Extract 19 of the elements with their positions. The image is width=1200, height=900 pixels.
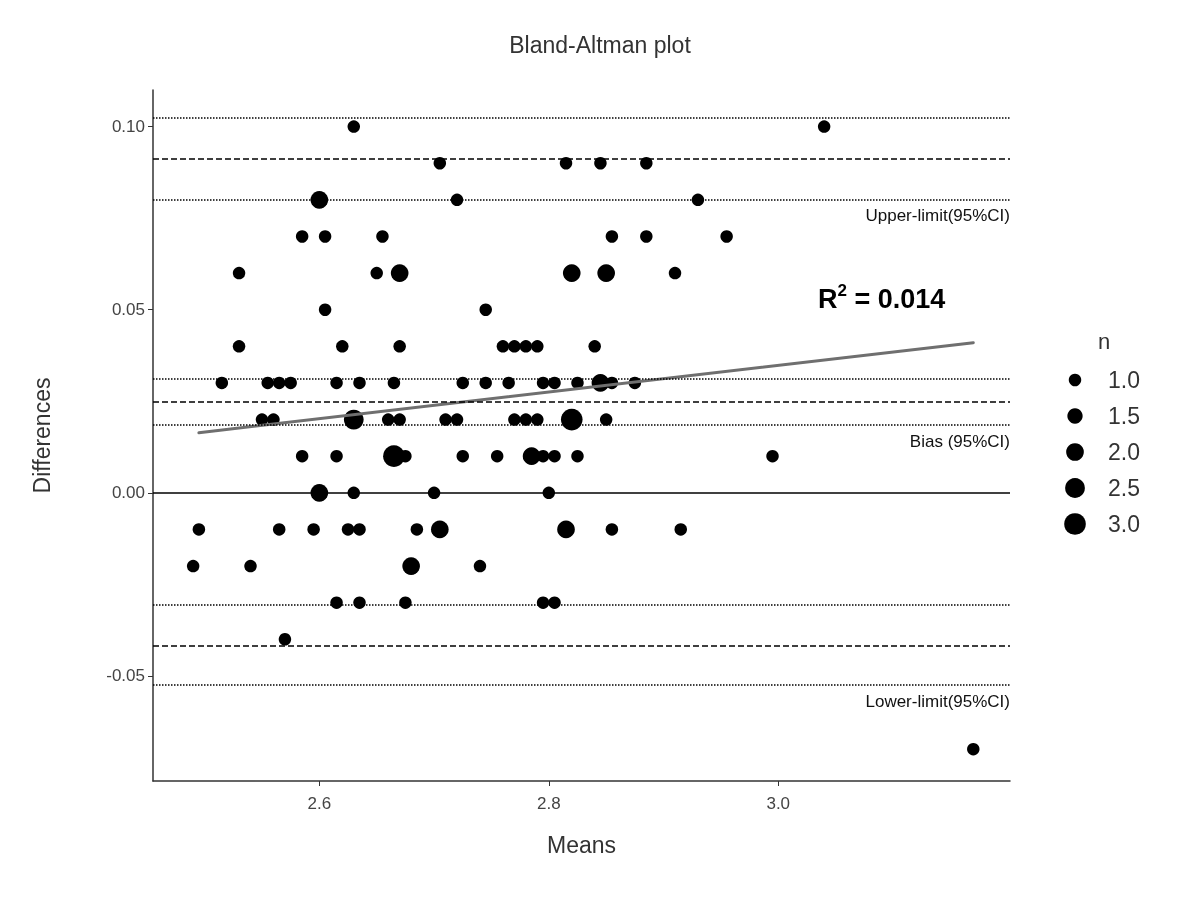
x-tick-label: 3.0	[766, 794, 791, 813]
legend-label: 1.0	[1108, 367, 1140, 393]
y-axis-title: Differences	[28, 377, 55, 494]
x-tick-label: 2.8	[536, 794, 561, 813]
legend-label: 3.0	[1108, 511, 1140, 537]
legend-label: 1.5	[1108, 403, 1140, 429]
ref-line-label: Bias (95%CI)	[909, 431, 1010, 451]
y-tick-label: 0.05	[111, 300, 145, 320]
legend-label: 2.0	[1108, 439, 1140, 465]
y-tick-label: 0.00	[111, 483, 145, 503]
x-tick-label: 2.6	[307, 794, 332, 813]
ref-line-label: Upper-limit(95%CI)	[865, 206, 1010, 226]
y-tick-label: 0.10	[111, 117, 145, 137]
x-axis-title: Means	[546, 831, 617, 858]
ref-line-label: Lower-limit(95%CI)	[865, 692, 1010, 712]
chart-title: Bland-Altman plot	[509, 31, 692, 58]
legend-title: n	[1098, 328, 1111, 354]
y-tick-label: -0.05	[106, 666, 145, 686]
legend-label: 2.5	[1108, 475, 1140, 501]
